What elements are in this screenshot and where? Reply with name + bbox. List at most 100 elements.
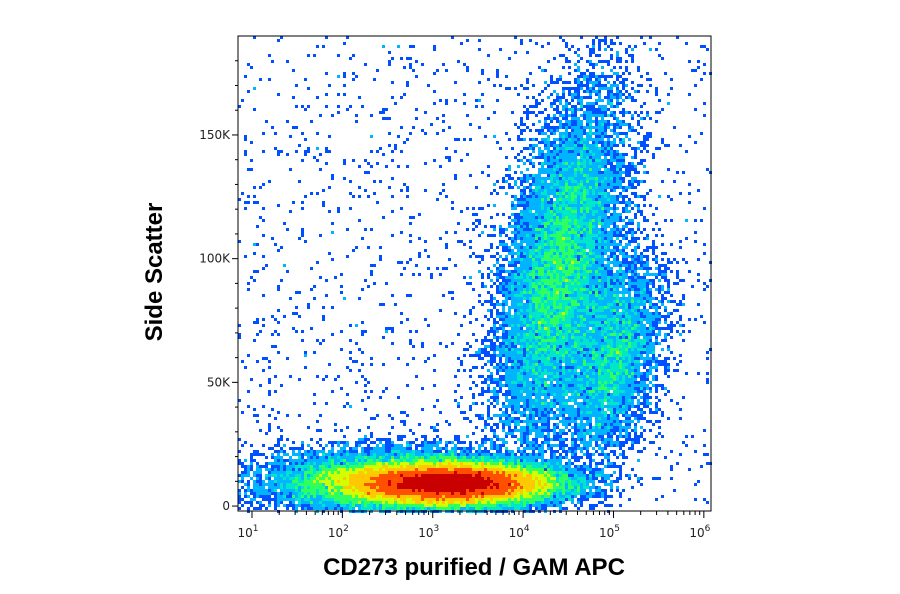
density-cell bbox=[565, 312, 568, 315]
density-cell bbox=[562, 231, 565, 234]
density-cell bbox=[508, 354, 511, 357]
density-cell bbox=[646, 261, 649, 264]
density-cell bbox=[463, 348, 466, 351]
density-cell bbox=[619, 312, 622, 315]
density-cell bbox=[595, 165, 598, 168]
density-cell bbox=[382, 108, 385, 111]
density-cell bbox=[583, 78, 586, 81]
density-cell bbox=[295, 330, 298, 333]
density-cell bbox=[586, 216, 589, 219]
density-cell bbox=[553, 126, 556, 129]
density-cell bbox=[628, 198, 631, 201]
density-cell bbox=[520, 150, 523, 153]
density-cell bbox=[607, 294, 610, 297]
density-cell bbox=[634, 306, 637, 309]
density-cell bbox=[565, 99, 568, 102]
density-cell bbox=[568, 90, 571, 93]
density-cell bbox=[595, 81, 598, 84]
density-cell bbox=[535, 366, 538, 369]
density-cell bbox=[580, 363, 583, 366]
density-cell bbox=[517, 300, 520, 303]
density-cell bbox=[571, 351, 574, 354]
density-cell bbox=[301, 228, 304, 231]
density-cell bbox=[694, 231, 697, 234]
density-cell bbox=[553, 114, 556, 117]
density-cell bbox=[535, 99, 538, 102]
density-cell bbox=[469, 276, 472, 279]
density-cell bbox=[589, 294, 592, 297]
density-cell bbox=[577, 333, 580, 336]
density-cell bbox=[529, 303, 532, 306]
density-cell bbox=[502, 309, 505, 312]
density-cell bbox=[544, 225, 547, 228]
density-cell bbox=[649, 267, 652, 270]
density-cell bbox=[562, 123, 565, 126]
density-cell bbox=[532, 162, 535, 165]
density-cell bbox=[643, 42, 646, 45]
density-cell bbox=[577, 150, 580, 153]
density-cell bbox=[637, 258, 640, 261]
density-cell bbox=[583, 291, 586, 294]
density-cell bbox=[571, 171, 574, 174]
density-cell bbox=[556, 219, 559, 222]
density-cell bbox=[625, 357, 628, 360]
density-cell bbox=[310, 288, 313, 291]
density-cell bbox=[619, 75, 622, 78]
density-cell bbox=[568, 342, 571, 345]
density-cell bbox=[616, 360, 619, 363]
density-cell bbox=[637, 357, 640, 360]
density-cell bbox=[613, 225, 616, 228]
density-cell bbox=[421, 342, 424, 345]
density-cell bbox=[313, 156, 316, 159]
density-cell bbox=[634, 324, 637, 327]
density-cell bbox=[568, 309, 571, 312]
density-cell bbox=[370, 357, 373, 360]
density-cell bbox=[568, 285, 571, 288]
density-cell bbox=[583, 114, 586, 117]
density-cell bbox=[538, 156, 541, 159]
density-cell bbox=[562, 351, 565, 354]
density-cell bbox=[694, 108, 697, 111]
density-cell bbox=[523, 264, 526, 267]
density-cell bbox=[295, 312, 298, 315]
density-cell bbox=[616, 174, 619, 177]
density-cell bbox=[610, 249, 613, 252]
density-cell bbox=[574, 51, 577, 54]
density-cell bbox=[610, 339, 613, 342]
density-cell bbox=[421, 129, 424, 132]
density-cell bbox=[517, 288, 520, 291]
density-cell bbox=[553, 318, 556, 321]
density-cell bbox=[502, 354, 505, 357]
density-cell bbox=[604, 264, 607, 267]
density-cell bbox=[517, 297, 520, 300]
density-cell bbox=[565, 45, 568, 48]
density-cell bbox=[544, 339, 547, 342]
density-cell bbox=[322, 318, 325, 321]
density-cell bbox=[511, 249, 514, 252]
density-cell bbox=[661, 288, 664, 291]
density-cell bbox=[598, 147, 601, 150]
density-cell bbox=[637, 342, 640, 345]
density-cell bbox=[625, 309, 628, 312]
density-cell bbox=[517, 252, 520, 255]
density-cell bbox=[631, 177, 634, 180]
density-cell bbox=[640, 285, 643, 288]
density-cell bbox=[577, 291, 580, 294]
density-cell bbox=[592, 294, 595, 297]
density-cell bbox=[610, 123, 613, 126]
density-cell bbox=[592, 267, 595, 270]
density-cell bbox=[634, 360, 637, 363]
density-cell bbox=[586, 309, 589, 312]
density-cell bbox=[544, 180, 547, 183]
density-cell bbox=[568, 192, 571, 195]
density-cell bbox=[652, 357, 655, 360]
density-cell bbox=[604, 147, 607, 150]
density-cell bbox=[523, 258, 526, 261]
density-cell bbox=[277, 288, 280, 291]
density-cell bbox=[598, 222, 601, 225]
density-cell bbox=[703, 243, 706, 246]
density-cell bbox=[541, 354, 544, 357]
density-cell bbox=[595, 210, 598, 213]
density-cell bbox=[571, 216, 574, 219]
density-cell bbox=[571, 243, 574, 246]
